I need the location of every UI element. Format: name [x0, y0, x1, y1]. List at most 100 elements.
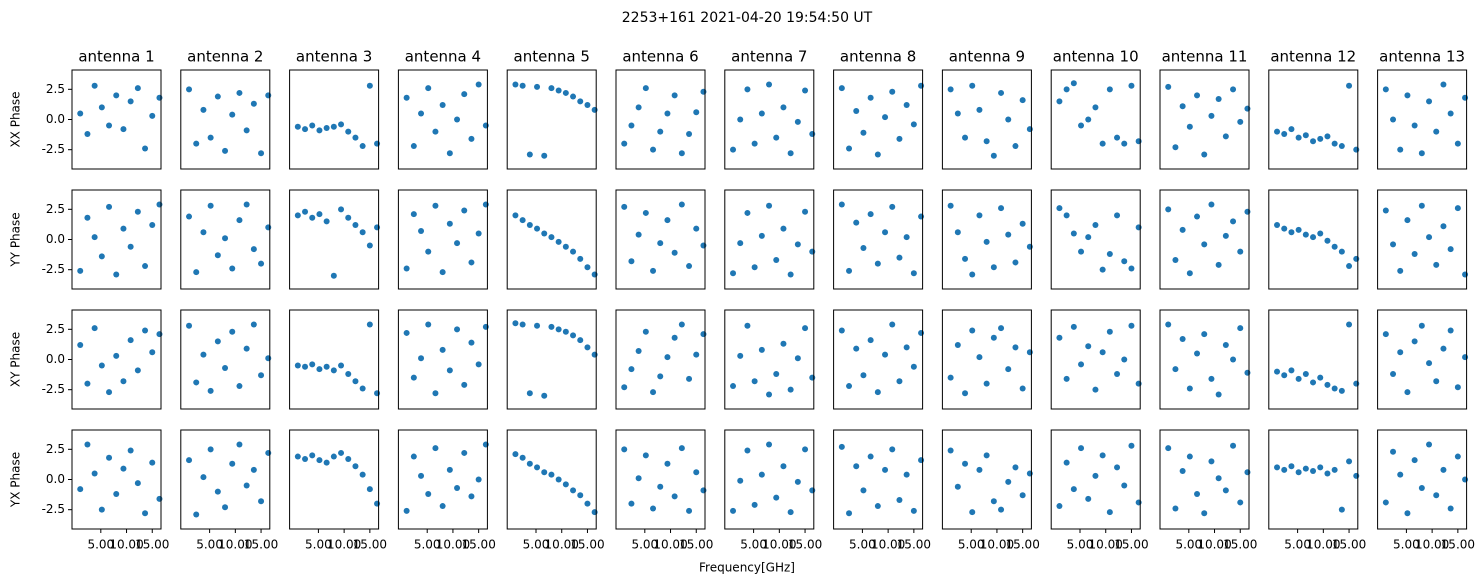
point [903, 102, 910, 109]
point [418, 110, 425, 117]
point [1281, 372, 1288, 379]
point [969, 327, 976, 334]
point [1440, 345, 1447, 352]
point [621, 446, 628, 453]
point [454, 484, 461, 491]
point [1418, 150, 1425, 157]
point [998, 205, 1005, 212]
y-tick-label: 0.0 [46, 352, 65, 366]
point [1070, 486, 1077, 493]
point [1338, 387, 1345, 394]
point [120, 225, 127, 232]
y-tick-label: 2.5 [46, 82, 65, 96]
point [250, 466, 257, 473]
point [896, 378, 903, 385]
point [1092, 472, 1099, 479]
point [983, 238, 990, 245]
point [446, 150, 453, 157]
point [874, 260, 881, 267]
point [526, 460, 533, 467]
point [1237, 325, 1244, 332]
x-tick-label: 10.00 [109, 538, 143, 552]
point [671, 334, 678, 341]
point [664, 460, 671, 467]
point [1397, 471, 1404, 478]
point [134, 85, 141, 92]
point [1056, 503, 1063, 510]
point [577, 337, 584, 344]
point [1353, 255, 1360, 262]
point [635, 104, 642, 111]
point [1172, 366, 1179, 373]
point [1454, 140, 1461, 147]
point [700, 88, 707, 95]
point [1302, 132, 1309, 139]
panel-frame [289, 189, 380, 290]
point [635, 231, 642, 238]
point [403, 329, 410, 336]
point [374, 140, 381, 147]
point [468, 339, 475, 346]
point [1215, 261, 1222, 268]
point [534, 225, 541, 232]
point [1447, 246, 1454, 253]
point [142, 510, 149, 517]
point [555, 476, 562, 483]
point [106, 454, 113, 461]
point [751, 378, 758, 385]
panel-frame [1050, 69, 1141, 170]
point [577, 255, 584, 262]
point [867, 94, 874, 101]
point [541, 152, 548, 159]
point [446, 466, 453, 473]
point [794, 355, 801, 362]
point [853, 345, 860, 352]
x-tick-label: 5.00 [87, 538, 114, 552]
panel-frame [833, 309, 924, 410]
point [1288, 463, 1295, 470]
point [200, 106, 207, 113]
point [773, 370, 780, 377]
point [359, 471, 366, 478]
point [468, 493, 475, 500]
point [730, 146, 737, 153]
point [1208, 112, 1215, 119]
point [193, 140, 200, 147]
point [1222, 342, 1229, 349]
panel-frame [1268, 189, 1359, 290]
point [548, 234, 555, 241]
point [737, 116, 744, 123]
point [454, 116, 461, 123]
point [889, 203, 896, 210]
point [1099, 452, 1106, 459]
point [1012, 344, 1019, 351]
point [309, 214, 316, 221]
panel-frame [1268, 309, 1359, 410]
panel-frame [1159, 69, 1250, 170]
x-tick-label: 10.00 [436, 538, 470, 552]
point [947, 202, 954, 209]
chart-title: 2253+161 2021-04-20 19:54:50 UT [622, 10, 873, 26]
point [1382, 499, 1389, 506]
point [802, 446, 809, 453]
point [1346, 321, 1353, 328]
point [1005, 231, 1012, 238]
point [962, 390, 969, 397]
column-title: antenna 10 [1053, 48, 1139, 66]
point [345, 370, 352, 377]
point [1026, 126, 1033, 133]
point [1056, 98, 1063, 105]
point [969, 271, 976, 278]
point [780, 340, 787, 347]
point [1078, 445, 1085, 452]
point [519, 82, 526, 89]
point [519, 217, 526, 224]
point [316, 457, 323, 464]
point [1237, 118, 1244, 125]
point [874, 389, 881, 396]
point [562, 243, 569, 250]
point [882, 229, 889, 236]
point [809, 374, 816, 381]
point [1397, 146, 1404, 153]
point [410, 143, 417, 150]
